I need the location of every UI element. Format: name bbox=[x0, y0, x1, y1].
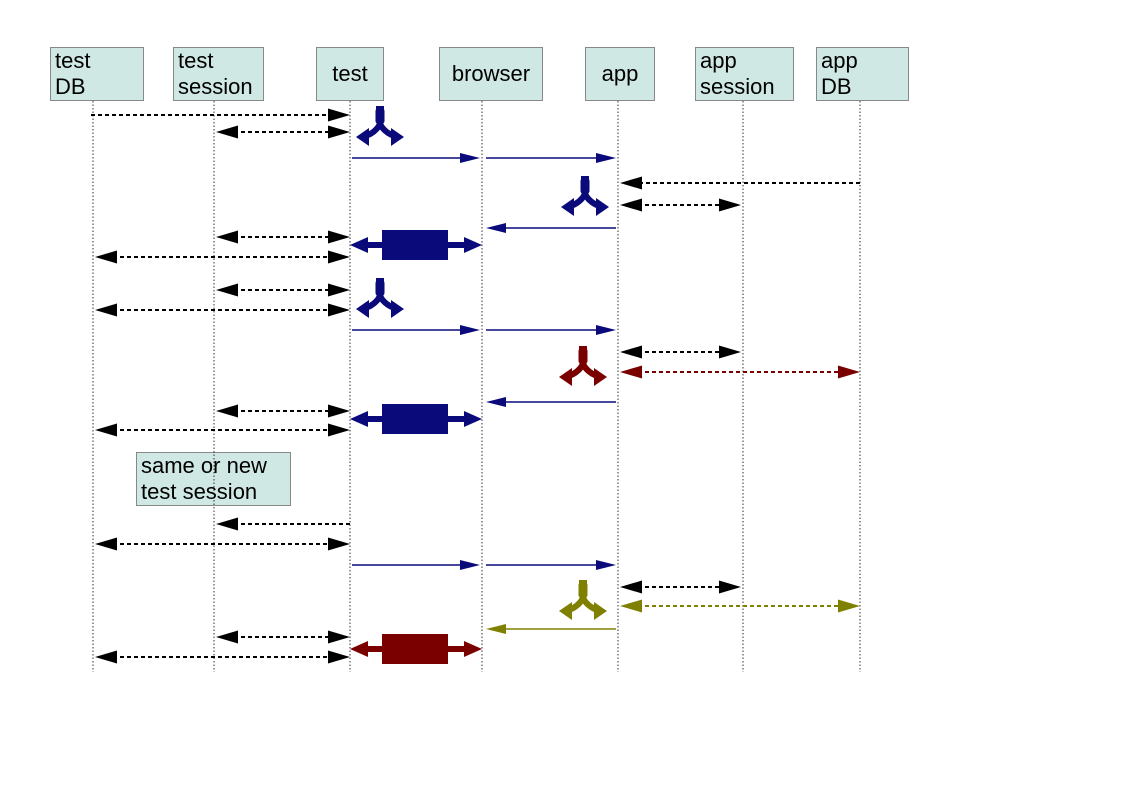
arrow-head bbox=[838, 599, 860, 613]
arrow-head bbox=[216, 630, 238, 644]
lifeline-test-session: test session bbox=[173, 47, 264, 101]
lifeline-app: app bbox=[585, 47, 655, 101]
double-arrow-block-icon bbox=[350, 230, 482, 260]
arrow-head bbox=[328, 537, 350, 551]
lifeline-label-line-2: DB bbox=[55, 74, 86, 99]
lifeline-app-db: app DB bbox=[816, 47, 909, 101]
arrow-head bbox=[216, 230, 238, 244]
arrow-head bbox=[460, 153, 480, 163]
lifeline-label-line-1: app bbox=[821, 48, 858, 73]
arrow-head bbox=[328, 125, 350, 139]
three-way-arrow-icon bbox=[559, 346, 607, 386]
arrow-head bbox=[216, 283, 238, 297]
lifeline-label-line-2: session bbox=[700, 74, 775, 99]
arrow-head bbox=[328, 423, 350, 437]
arrow-head bbox=[596, 325, 616, 335]
arrow-head bbox=[620, 365, 642, 379]
arrow-head bbox=[328, 650, 350, 664]
arrow-head bbox=[486, 223, 506, 233]
lifeline-label-line-1: browser bbox=[451, 61, 531, 86]
arrow-head bbox=[620, 580, 642, 594]
lifeline-label-line-1: test bbox=[332, 61, 368, 86]
note-box: same or new test session bbox=[136, 452, 291, 506]
arrow-head bbox=[460, 325, 480, 335]
note-line-2: test session bbox=[141, 479, 258, 504]
arrow-head bbox=[460, 560, 480, 570]
icons bbox=[350, 106, 609, 664]
lifeline-test: test bbox=[316, 47, 384, 101]
three-way-arrow-icon bbox=[561, 176, 609, 216]
arrow-head bbox=[95, 650, 117, 664]
arrow-head bbox=[596, 560, 616, 570]
lifeline-label-line-2: session bbox=[178, 74, 253, 99]
three-way-arrow-icon bbox=[356, 106, 404, 146]
arrow-head bbox=[95, 537, 117, 551]
lifeline-label-line-1: test bbox=[178, 48, 214, 73]
arrow-head bbox=[216, 517, 238, 531]
lifeline-test-db: test DB bbox=[50, 47, 144, 101]
note-line-1: same or new bbox=[141, 453, 267, 478]
arrow-head bbox=[620, 599, 642, 613]
arrow-head bbox=[216, 125, 238, 139]
arrow-head bbox=[95, 250, 117, 264]
arrow-head bbox=[719, 198, 741, 212]
lifeline-label-line-2: DB bbox=[821, 74, 852, 99]
lifeline-app-session: app session bbox=[695, 47, 794, 101]
arrow-head bbox=[328, 303, 350, 317]
three-way-arrow-icon bbox=[356, 278, 404, 318]
double-arrow-block-icon bbox=[350, 404, 482, 434]
arrow-head bbox=[95, 303, 117, 317]
arrow-head bbox=[719, 345, 741, 359]
messages bbox=[91, 108, 860, 664]
lifeline-lines bbox=[92, 101, 861, 672]
lifeline-browser: browser bbox=[439, 47, 543, 101]
double-arrow-block-icon bbox=[350, 634, 482, 664]
arrow-head bbox=[328, 283, 350, 297]
arrow-head bbox=[620, 345, 642, 359]
arrow-head bbox=[328, 108, 350, 122]
lifeline-label-line-1: test bbox=[55, 48, 91, 73]
arrow-head bbox=[486, 397, 506, 407]
arrow-head bbox=[719, 580, 741, 594]
arrow-head bbox=[328, 404, 350, 418]
arrow-head bbox=[328, 630, 350, 644]
arrow-head bbox=[486, 624, 506, 634]
arrow-head bbox=[328, 230, 350, 244]
arrow-head bbox=[95, 423, 117, 437]
arrow-head bbox=[620, 176, 642, 190]
lifeline-label-line-1: app bbox=[601, 61, 639, 86]
three-way-arrow-icon bbox=[559, 580, 607, 620]
arrow-head bbox=[620, 198, 642, 212]
arrow-head bbox=[596, 153, 616, 163]
arrow-head bbox=[216, 404, 238, 418]
arrow-head bbox=[328, 250, 350, 264]
arrow-head bbox=[838, 365, 860, 379]
lifeline-label-line-1: app bbox=[700, 48, 737, 73]
